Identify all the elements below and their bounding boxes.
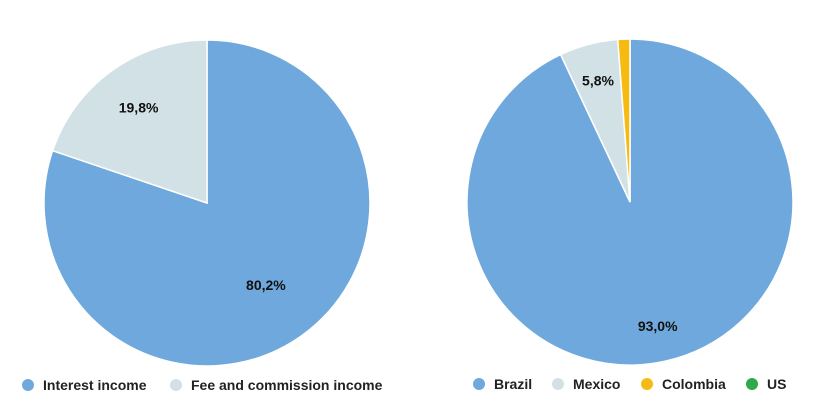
legend-label-mexico: Mexico <box>573 376 620 392</box>
legend-marker-mexico <box>552 378 564 390</box>
income-legend: Interest income Fee and commission income <box>22 377 383 393</box>
legend-marker-brazil <box>473 378 485 390</box>
legend-marker-us <box>746 378 758 390</box>
legend-label-colombia: Colombia <box>662 376 726 392</box>
legend-item-mexico[interactable]: Mexico <box>552 376 620 392</box>
data-label-interest-income: 80,2% <box>246 277 286 293</box>
legend-marker-interest-income <box>22 379 34 391</box>
income-pie-chart: 80,2% 19,8% <box>43 39 371 367</box>
legend-item-colombia[interactable]: Colombia <box>641 376 726 392</box>
legend-label-brazil: Brazil <box>494 376 532 392</box>
legend-item-brazil[interactable]: Brazil <box>473 376 532 392</box>
data-label-brazil: 93,0% <box>638 318 678 334</box>
country-legend: Brazil Mexico Colombia US <box>473 376 786 392</box>
legend-label-us: US <box>767 376 786 392</box>
legend-item-fee-and-commission-income[interactable]: Fee and commission income <box>170 377 383 393</box>
data-label-mexico: 5,8% <box>582 73 614 89</box>
legend-marker-fee-and-commission-income <box>170 379 182 391</box>
pie-slice-colombia[interactable] <box>616 38 631 203</box>
legend-label-interest-income: Interest income <box>43 377 147 393</box>
data-label-fee-and-commission-income: 19,8% <box>119 100 159 116</box>
legend-marker-colombia <box>641 378 653 390</box>
legend-item-interest-income[interactable]: Interest income <box>22 377 147 393</box>
pie-slice-interest-income[interactable] <box>43 39 371 367</box>
legend-label-fee-and-commission-income: Fee and commission income <box>191 377 383 393</box>
pie-slice-fee-and-commission-income[interactable] <box>51 39 208 205</box>
legend-item-us[interactable]: US <box>746 376 786 392</box>
country-pie-chart: 93,0% 5,8% <box>466 38 794 366</box>
